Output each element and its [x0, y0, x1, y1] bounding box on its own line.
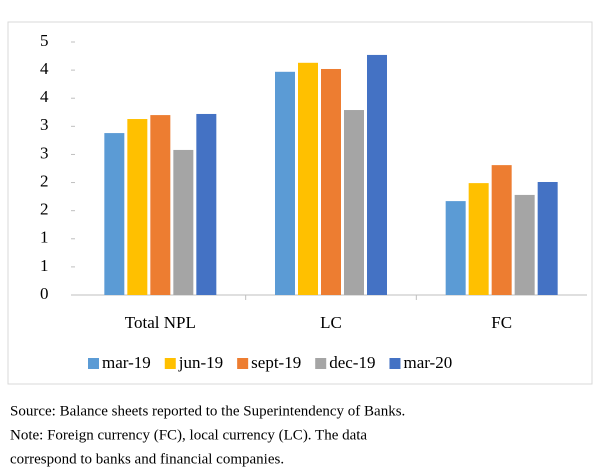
x-tick-label: LC: [320, 313, 342, 332]
y-tick-label: 4: [40, 59, 49, 78]
source-note: correspond to banks and financial compan…: [10, 451, 284, 467]
legend-label: dec-19: [329, 353, 375, 372]
y-tick-label: 3: [40, 115, 49, 134]
y-tick-label: 5: [40, 31, 49, 50]
bar: [104, 133, 125, 295]
y-tick-label: 1: [40, 256, 49, 275]
legend-swatch: [88, 358, 99, 369]
bar: [514, 194, 535, 295]
bar: [344, 110, 364, 295]
legend-swatch: [389, 358, 401, 369]
bar: [491, 165, 512, 295]
source-note: Source: Balance sheets reported to the S…: [10, 403, 405, 419]
y-tick-label: 1: [40, 228, 49, 247]
bar: [445, 201, 466, 295]
x-tick-label: Total NPL: [125, 313, 196, 332]
legend-swatch: [164, 358, 176, 369]
bar: [298, 62, 318, 296]
bar: [321, 68, 341, 295]
x-tick-label: FC: [491, 313, 512, 332]
bar: [127, 119, 148, 295]
y-tick-label: 0: [40, 284, 49, 303]
bar: [196, 113, 217, 295]
legend-swatch: [237, 358, 249, 369]
bar: [150, 115, 171, 295]
y-tick-label: 2: [40, 200, 49, 219]
bar: [537, 181, 558, 295]
bar: [367, 54, 387, 296]
bar: [275, 71, 295, 295]
source-note: Note: Foreign currency (FC), local curre…: [10, 427, 367, 443]
legend-swatch: [315, 358, 327, 369]
legend-label: mar-19: [102, 353, 151, 372]
chart-frame: [7, 21, 593, 385]
legend-label: sept-19: [251, 353, 301, 372]
legend-label: jun-19: [178, 353, 223, 372]
bar: [468, 183, 489, 295]
y-tick-label: 4: [40, 87, 49, 106]
y-tick-label: 3: [40, 143, 49, 162]
y-tick-label: 2: [40, 171, 49, 190]
legend-label: mar-20: [403, 353, 452, 372]
bar: [173, 149, 194, 295]
